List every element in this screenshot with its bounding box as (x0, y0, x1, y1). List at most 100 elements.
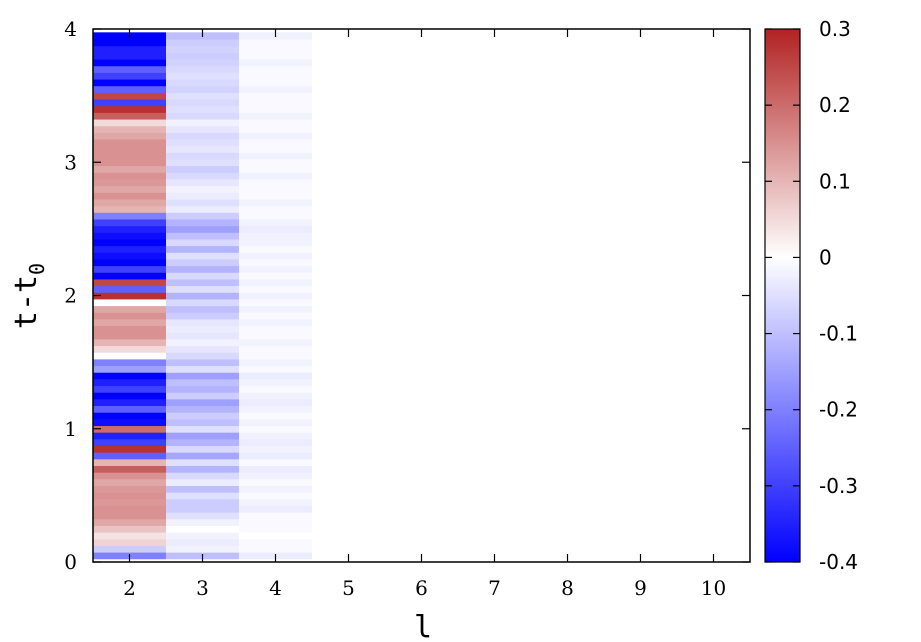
heatmap-cell (93, 185, 166, 193)
heatmap-cell (166, 438, 239, 447)
heatmap-cell (166, 178, 239, 187)
y-tick-label: 4 (64, 17, 77, 41)
heatmap-cell (166, 192, 239, 200)
heatmap-cell (93, 245, 166, 253)
heatmap-cell (166, 525, 239, 533)
heatmap-cell (239, 85, 312, 93)
heatmap-cell (239, 218, 312, 227)
x-tick-label: 8 (561, 576, 574, 600)
heatmap-cell (239, 445, 312, 453)
heatmap-cell (93, 392, 166, 400)
heatmap-cell (93, 378, 166, 387)
heatmap-cell (239, 325, 312, 333)
heatmap-cell (93, 472, 166, 480)
heatmap-cell (93, 418, 166, 427)
heatmap-cell (239, 298, 312, 307)
heatmap-cell (239, 232, 312, 240)
heatmap-cell (239, 258, 312, 267)
heatmap-cell (166, 65, 239, 73)
heatmap-cell (93, 278, 166, 287)
heatmap-cell (93, 265, 166, 273)
heatmap-cell (239, 498, 312, 506)
heatmap-cell (166, 58, 239, 67)
heatmap-cell (239, 278, 312, 287)
heatmap-cell (93, 85, 166, 93)
heatmap-cell (166, 298, 239, 307)
y-axis-label-subscript: 0 (25, 263, 49, 275)
heatmap-cell (166, 425, 239, 433)
heatmap-cell (239, 285, 312, 293)
heatmap-cell (166, 518, 239, 526)
heatmap-cell (166, 458, 239, 466)
y-axis-label-group: t-t0 (9, 263, 49, 329)
heatmap-cell (93, 178, 166, 187)
heatmap-cell (239, 525, 312, 533)
heatmap-cell (239, 532, 312, 540)
heatmap-cell (166, 412, 239, 420)
heatmap-cell (239, 192, 312, 200)
heatmap-cell (166, 145, 239, 153)
heatmap-cell (166, 125, 239, 133)
heatmap-cell (239, 52, 312, 60)
heatmap-cell (239, 365, 312, 373)
heatmap-cell (166, 92, 239, 100)
heatmap-cell (93, 312, 166, 320)
heatmap-cell (93, 438, 166, 447)
heatmap-cell (93, 498, 166, 506)
heatmap-cell (166, 152, 239, 160)
heatmap-cell (166, 185, 239, 193)
heatmap-cell (166, 72, 239, 80)
heatmap-cell (166, 285, 239, 293)
heatmap-cell (93, 285, 166, 293)
x-tick-label: 5 (342, 576, 355, 600)
colorbar-tick-label: -0.1 (819, 322, 858, 346)
heatmap-cell (93, 425, 166, 433)
heatmap-cell (166, 472, 239, 480)
heatmap-cell (93, 485, 166, 493)
heatmap-cell (239, 378, 312, 387)
heatmap-cell (239, 518, 312, 526)
heatmap-cell (93, 205, 166, 213)
y-axis-label: t-t0 (9, 263, 49, 329)
heatmap-cell (239, 465, 312, 473)
colorbar-tick-label: -0.4 (819, 550, 858, 574)
heatmap-cell (166, 198, 239, 207)
heatmap-cell (239, 272, 312, 280)
heatmap-cell (239, 105, 312, 113)
heatmap-cell (166, 158, 239, 167)
heatmap-cell (239, 178, 312, 187)
heatmap-cell (166, 265, 239, 273)
heatmap-cell (166, 325, 239, 333)
heatmap-cell (239, 292, 312, 300)
heatmap-cell (93, 385, 166, 393)
heatmap-cell (93, 252, 166, 260)
heatmap-cell (166, 218, 239, 227)
heatmap-cell (239, 125, 312, 133)
heatmap-cell (93, 58, 166, 67)
heatmap-cells (93, 32, 312, 560)
heatmap-cell (166, 498, 239, 506)
heatmap-cell (93, 45, 166, 53)
heatmap-cell (166, 505, 239, 513)
heatmap-cell (166, 398, 239, 407)
heatmap-cell (239, 452, 312, 460)
heatmap-cell (93, 525, 166, 533)
heatmap-cell (93, 172, 166, 180)
heatmap-cell (239, 265, 312, 273)
heatmap-cell (239, 398, 312, 407)
heatmap-cell (239, 512, 312, 520)
heatmap-cell (166, 85, 239, 93)
heatmap-cell (166, 318, 239, 327)
heatmap-cell (239, 112, 312, 120)
colorbar-tick-label: 0.1 (819, 169, 851, 193)
colorbar-tick-label: -0.3 (819, 474, 858, 498)
heatmap-cell (239, 312, 312, 320)
heatmap-cell (93, 238, 166, 247)
heatmap-cell (93, 158, 166, 167)
heatmap-cell (239, 478, 312, 486)
colorbar (764, 28, 801, 563)
heatmap-cell (239, 58, 312, 67)
heatmap-cell (93, 332, 166, 340)
heatmap-cell (93, 352, 166, 360)
heatmap-cell (93, 532, 166, 540)
